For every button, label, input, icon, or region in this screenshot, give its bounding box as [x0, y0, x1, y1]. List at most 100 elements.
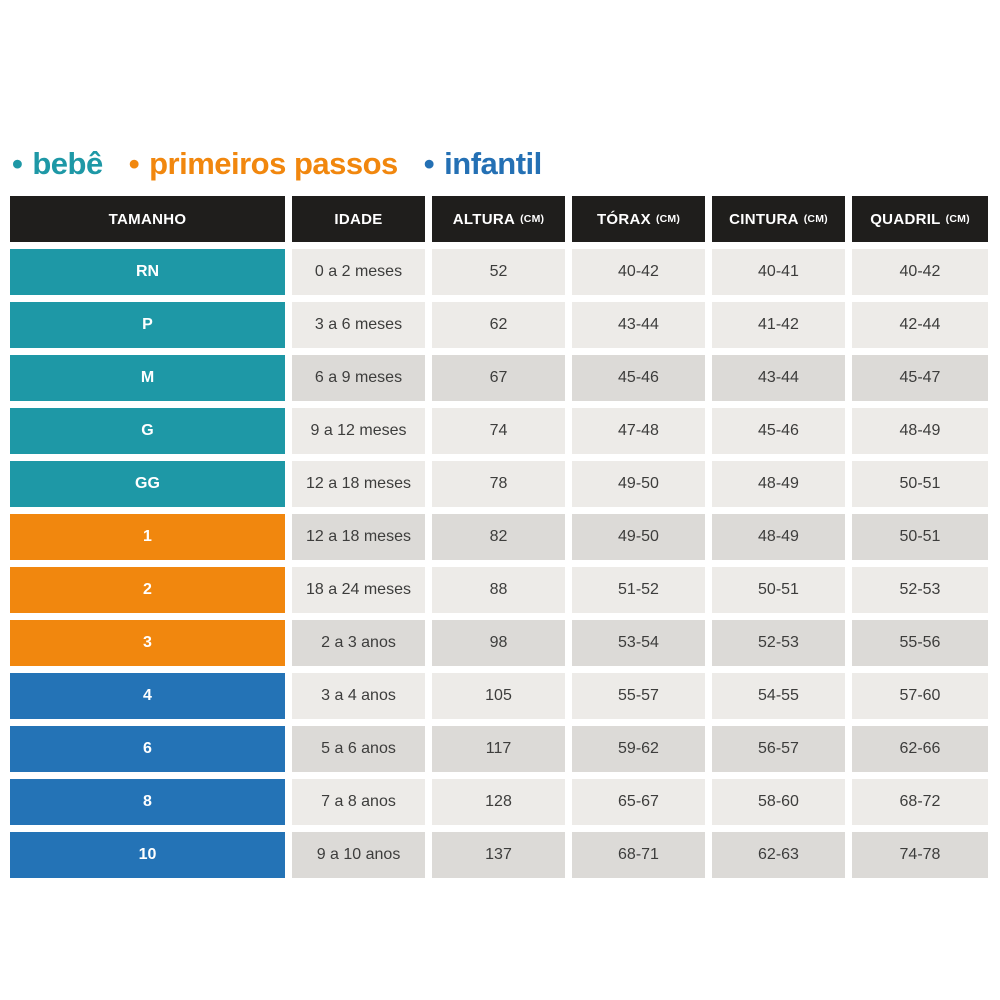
cintura-cell: 50-51	[712, 567, 845, 613]
size-cell: 2	[10, 567, 285, 613]
idade-cell: 18 a 24 meses	[292, 567, 425, 613]
legend-item-primeiros-passos: • primeiros passos	[128, 146, 399, 182]
size-cell: 8	[10, 779, 285, 825]
legend-label: infantil	[444, 146, 542, 181]
table-header-row: TAMANHO IDADE ALTURA (CM) TÓRAX (CM) CINTURA (C…	[10, 196, 988, 242]
column-header-label: CINTURA	[729, 210, 799, 228]
column-header-label: IDADE	[334, 210, 383, 228]
size-cell: M	[10, 355, 285, 401]
size-cell: GG	[10, 461, 285, 507]
size-cell: RN	[10, 249, 285, 295]
column-header-unit: (CM)	[803, 213, 828, 225]
table-row-1: 1 12 a 18 meses 82 49-50 48-49 50-51	[10, 514, 988, 560]
altura-cell: 62	[432, 302, 565, 348]
idade-cell: 12 a 18 meses	[292, 514, 425, 560]
altura-cell: 88	[432, 567, 565, 613]
quadril-cell: 52-53	[852, 567, 988, 613]
torax-cell: 68-71	[572, 832, 705, 878]
idade-cell: 3 a 4 anos	[292, 673, 425, 719]
idade-cell: 9 a 12 meses	[292, 408, 425, 454]
column-header-label: QUADRIL	[870, 210, 941, 228]
column-header-cintura: CINTURA (CM)	[712, 196, 845, 242]
torax-cell: 55-57	[572, 673, 705, 719]
torax-cell: 47-48	[572, 408, 705, 454]
altura-cell: 67	[432, 355, 565, 401]
altura-cell: 82	[432, 514, 565, 560]
torax-cell: 49-50	[572, 514, 705, 560]
torax-cell: 51-52	[572, 567, 705, 613]
cintura-cell: 48-49	[712, 514, 845, 560]
column-header-label: TAMANHO	[108, 210, 187, 228]
torax-cell: 65-67	[572, 779, 705, 825]
table-row-2: 2 18 a 24 meses 88 51-52 50-51 52-53	[10, 567, 988, 613]
cintura-cell: 62-63	[712, 832, 845, 878]
idade-cell: 6 a 9 meses	[292, 355, 425, 401]
table-row-10: 10 9 a 10 anos 137 68-71 62-63 74-78	[10, 832, 988, 878]
altura-cell: 52	[432, 249, 565, 295]
idade-cell: 9 a 10 anos	[292, 832, 425, 878]
column-header-idade: IDADE	[292, 196, 425, 242]
altura-cell: 128	[432, 779, 565, 825]
column-header-tamanho: TAMANHO	[10, 196, 285, 242]
cintura-cell: 48-49	[712, 461, 845, 507]
torax-cell: 53-54	[572, 620, 705, 666]
size-cell: 1	[10, 514, 285, 560]
quadril-cell: 50-51	[852, 514, 988, 560]
column-header-label: ALTURA	[452, 210, 516, 228]
quadril-cell: 55-56	[852, 620, 988, 666]
altura-cell: 74	[432, 408, 565, 454]
legend-label: primeiros passos	[149, 146, 398, 181]
quadril-cell: 50-51	[852, 461, 988, 507]
idade-cell: 0 a 2 meses	[292, 249, 425, 295]
size-table: TAMANHO IDADE ALTURA (CM) TÓRAX (CM) CINTURA (C…	[10, 196, 988, 878]
cintura-cell: 43-44	[712, 355, 845, 401]
legend-item-infantil: • infantil	[424, 146, 542, 182]
size-cell: 3	[10, 620, 285, 666]
legend-label: bebê	[32, 146, 103, 181]
altura-cell: 78	[432, 461, 565, 507]
quadril-cell: 74-78	[852, 832, 988, 878]
torax-cell: 40-42	[572, 249, 705, 295]
column-header-unit: (CM)	[655, 213, 681, 225]
idade-cell: 2 a 3 anos	[292, 620, 425, 666]
column-header-quadril: QUADRIL (CM)	[852, 196, 988, 242]
altura-cell: 98	[432, 620, 565, 666]
cintura-cell: 52-53	[712, 620, 845, 666]
legend-bullet-icon: •	[12, 146, 23, 181]
torax-cell: 43-44	[572, 302, 705, 348]
altura-cell: 117	[432, 726, 565, 772]
table-row-rn: RN 0 a 2 meses 52 40-42 40-41 40-42	[10, 249, 988, 295]
size-cell: 4	[10, 673, 285, 719]
cintura-cell: 40-41	[712, 249, 845, 295]
size-cell: 6	[10, 726, 285, 772]
altura-cell: 105	[432, 673, 565, 719]
size-cell: G	[10, 408, 285, 454]
cintura-cell: 58-60	[712, 779, 845, 825]
cintura-cell: 54-55	[712, 673, 845, 719]
column-header-label: TÓRAX	[596, 210, 651, 228]
size-cell: P	[10, 302, 285, 348]
altura-cell: 137	[432, 832, 565, 878]
legend-item-bebe: • bebê	[12, 146, 103, 182]
legend-bullet-icon: •	[128, 146, 140, 181]
cintura-cell: 45-46	[712, 408, 845, 454]
quadril-cell: 45-47	[852, 355, 988, 401]
torax-cell: 59-62	[572, 726, 705, 772]
quadril-cell: 40-42	[852, 249, 988, 295]
quadril-cell: 57-60	[852, 673, 988, 719]
column-header-altura: ALTURA (CM)	[432, 196, 565, 242]
column-header-unit: (CM)	[520, 213, 545, 225]
category-legend: • bebê • primeiros passos • infantil	[12, 146, 542, 182]
cintura-cell: 41-42	[712, 302, 845, 348]
size-cell: 10	[10, 832, 285, 878]
idade-cell: 7 a 8 anos	[292, 779, 425, 825]
quadril-cell: 68-72	[852, 779, 988, 825]
idade-cell: 5 a 6 anos	[292, 726, 425, 772]
